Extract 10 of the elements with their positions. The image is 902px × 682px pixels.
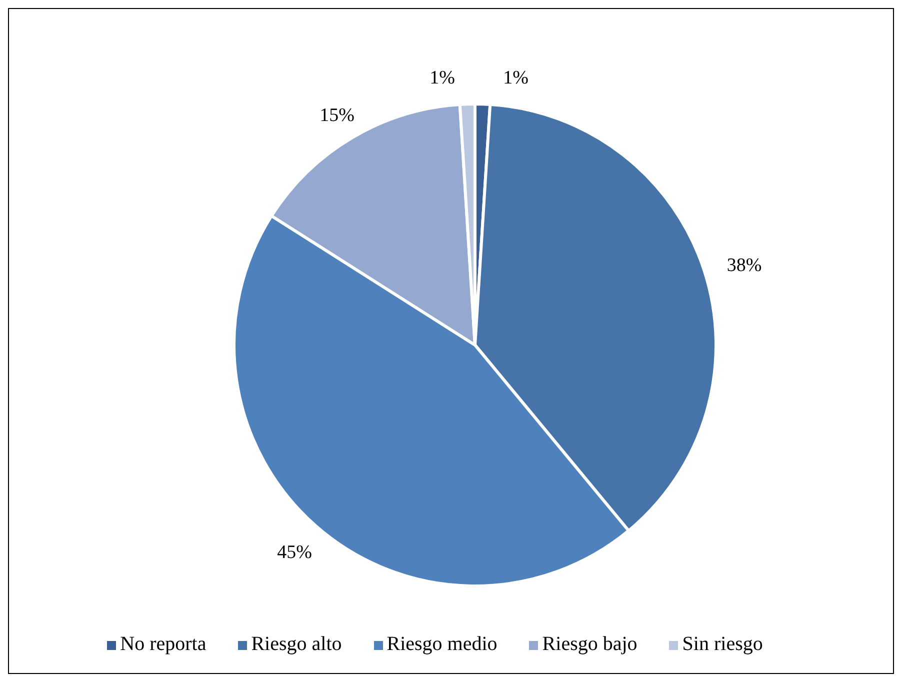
data-label: 45% — [277, 542, 312, 563]
data-label: 15% — [320, 105, 355, 126]
legend-label: No reporta — [120, 633, 206, 655]
legend-label: Riesgo medio — [386, 633, 498, 655]
legend-label: Sin riesgo — [682, 633, 763, 655]
data-label: 1% — [430, 68, 456, 89]
legend-label: Riesgo bajo — [542, 633, 638, 655]
data-label: 38% — [726, 254, 762, 276]
legend-label: Riesgo alto — [251, 633, 342, 655]
data-label: 1% — [503, 68, 529, 89]
